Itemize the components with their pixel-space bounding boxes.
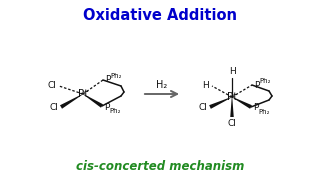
Text: cis-concerted mechanism: cis-concerted mechanism [76, 160, 244, 173]
Polygon shape [83, 94, 103, 108]
Text: Cl: Cl [198, 103, 207, 112]
Text: Pt: Pt [78, 89, 88, 99]
Text: P: P [104, 102, 109, 111]
Polygon shape [232, 97, 252, 109]
Text: Ph₂: Ph₂ [259, 78, 270, 84]
Text: Ph₂: Ph₂ [110, 73, 122, 79]
Polygon shape [60, 94, 83, 109]
Text: Cl: Cl [49, 103, 58, 112]
Text: Pt: Pt [227, 92, 237, 102]
Polygon shape [209, 97, 232, 109]
Text: H: H [202, 82, 209, 91]
Text: Ph₂: Ph₂ [109, 108, 121, 114]
Text: P: P [253, 103, 258, 112]
Polygon shape [230, 97, 234, 117]
Text: Cl: Cl [228, 119, 236, 128]
Text: Cl: Cl [47, 80, 56, 89]
Text: P: P [254, 80, 260, 89]
Text: P: P [105, 75, 110, 84]
Text: H: H [228, 67, 236, 76]
Text: H₂: H₂ [156, 80, 168, 90]
Text: Oxidative Addition: Oxidative Addition [83, 8, 237, 23]
Text: Ph₂: Ph₂ [258, 109, 269, 115]
